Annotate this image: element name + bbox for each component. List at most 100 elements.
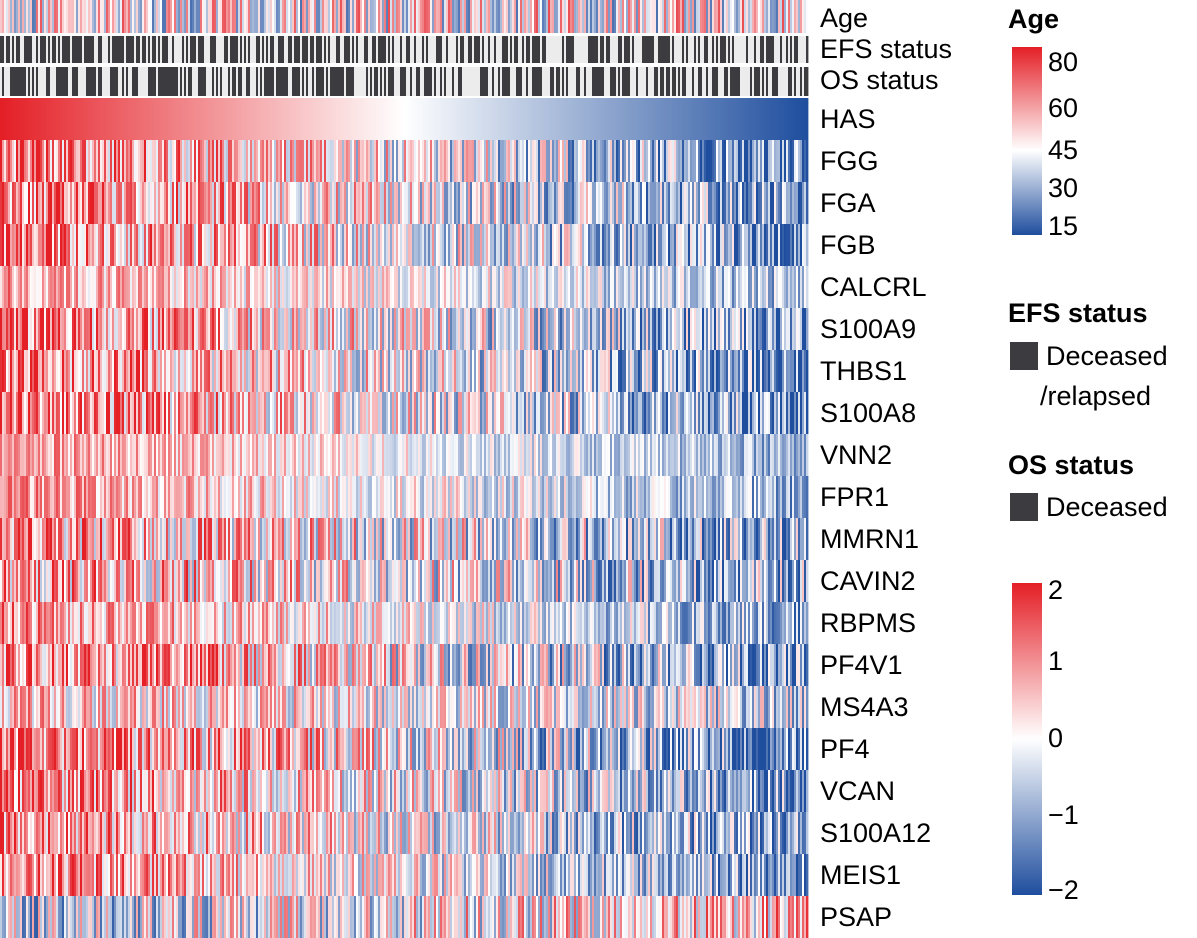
heatmap-cell [226,602,229,644]
heatmap-cell [418,812,421,854]
heatmap-cell [30,350,33,392]
heatmap-cell [422,182,425,224]
heatmap-cell [90,518,93,560]
heatmap-cell [432,728,435,770]
heatmap-cell [212,308,215,350]
heatmap-cell [412,854,415,896]
heatmap-cell [94,854,97,896]
heatmap-cell [156,518,159,560]
heatmap-cell [344,896,347,938]
heatmap-cell [38,476,41,518]
heatmap-cell [256,392,259,434]
heatmap-cell [210,644,213,686]
heatmap-cell [430,854,433,896]
age-cell [238,0,241,33]
heatmap-cell [170,182,173,224]
heatmap-cell [60,854,63,896]
heatmap-cell [260,350,263,392]
heatmap-cell [334,854,337,896]
heatmap-cell [342,518,345,560]
heatmap-cell [278,644,281,686]
heatmap-cell [28,686,31,728]
heatmap-cell [32,392,35,434]
heatmap-cell [128,560,131,602]
heatmap-cell [348,266,351,308]
heatmap-cell [286,434,289,476]
heatmap-cell [176,182,179,224]
heatmap-cell [280,770,283,812]
heatmap-cell [38,392,41,434]
heatmap-cell [210,686,213,728]
heatmap-cell [260,308,263,350]
heatmap-cell [416,266,419,308]
efs-status-cell [24,36,27,63]
heatmap-cell [274,434,277,476]
heatmap-cell [350,98,353,140]
heatmap-cell [246,476,249,518]
heatmap-cell [106,182,109,224]
heatmap-cell [142,140,145,182]
heatmap-cell [308,812,311,854]
heatmap-cell [76,98,79,140]
heatmap-cell [176,812,179,854]
heatmap-cell [72,686,75,728]
heatmap-cell [80,854,83,896]
heatmap-cell [306,602,309,644]
heatmap-cell [90,224,93,266]
heatmap-cell [396,98,399,140]
heatmap-cell [326,476,329,518]
heatmap-cell [212,140,215,182]
heatmap-cell [310,392,313,434]
heatmap-cell [302,896,305,938]
heatmap-cell [206,266,209,308]
heatmap-cell [84,854,87,896]
heatmap-cell [120,392,123,434]
heatmap-cell [116,812,119,854]
heatmap-cell [254,98,257,140]
heatmap-cell [26,644,29,686]
heatmap-cell [178,644,181,686]
heatmap-cell [328,812,331,854]
heatmap-cell [424,644,427,686]
heatmap-cell [324,266,327,308]
heatmap-cell [58,224,61,266]
heatmap-cell [400,854,403,896]
heatmap-cell [312,728,315,770]
heatmap-cell [154,308,157,350]
heatmap-cell [392,308,395,350]
efs-status-cell [300,36,303,63]
os-status-cell [398,67,401,96]
heatmap-cell [204,434,207,476]
heatmap-cell [412,140,415,182]
age-cell [202,0,205,33]
heatmap-cell [74,728,77,770]
heatmap-cell [42,812,45,854]
heatmap-cell [92,644,95,686]
heatmap-cell [326,602,329,644]
heatmap-cell [132,644,135,686]
heatmap-cell [420,812,423,854]
heatmap-cell [234,350,237,392]
heatmap-cell [40,98,43,140]
heatmap-cell [8,392,11,434]
heatmap-cell [102,854,105,896]
heatmap-cell [156,350,159,392]
heatmap-cell [266,434,269,476]
heatmap-cell [340,392,343,434]
heatmap-cell [68,896,71,938]
heatmap-cell [198,266,201,308]
heatmap-cell [426,140,429,182]
age-cell [402,0,405,33]
heatmap-cell [208,434,211,476]
heatmap-cell [244,392,247,434]
age-cell [160,0,163,33]
heatmap-cell [330,98,333,140]
heatmap-cell [408,98,411,140]
heatmap-cell [388,770,391,812]
heatmap-cell [68,224,71,266]
heatmap-cell [142,728,145,770]
heatmap-cell [386,602,389,644]
heatmap-cell [160,182,163,224]
heatmap-cell [156,140,159,182]
heatmap-cell [96,224,99,266]
